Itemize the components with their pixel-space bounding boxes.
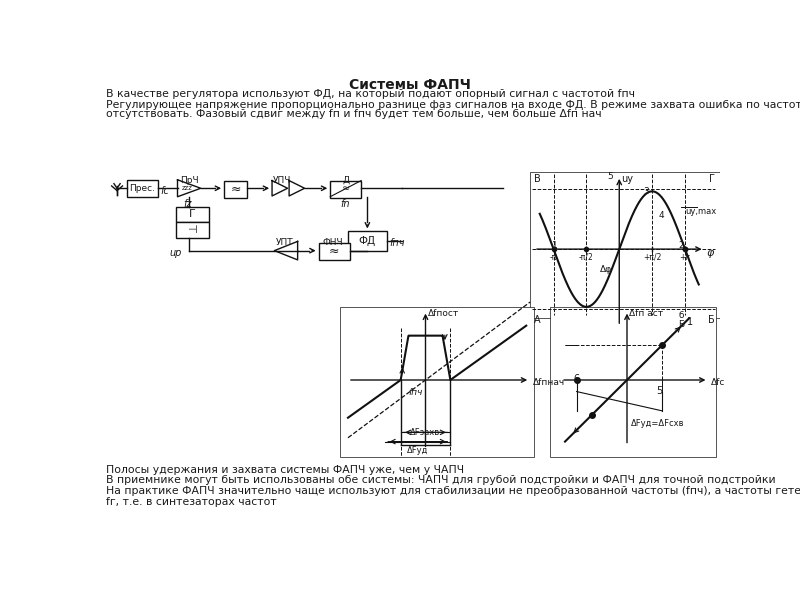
Bar bbox=[348, 232, 386, 251]
Text: Регулирующее напряжение пропорционально разнице фаз сигналов на входе ФД. В режи: Регулирующее напряжение пропорционально … bbox=[106, 100, 800, 110]
Text: Δfп аст: Δfп аст bbox=[630, 309, 663, 318]
Text: ΔFуд=ΔFсхв: ΔFуд=ΔFсхв bbox=[631, 419, 684, 427]
Text: B: B bbox=[534, 175, 541, 184]
Text: Г: Г bbox=[709, 175, 714, 184]
Bar bbox=[318, 243, 350, 260]
Text: ΔFзахв: ΔFзахв bbox=[410, 428, 441, 437]
Text: 2: 2 bbox=[678, 241, 684, 250]
Text: 4: 4 bbox=[658, 211, 664, 220]
Text: Г: Г bbox=[189, 209, 196, 220]
Bar bbox=[530, 172, 720, 319]
Text: ⊣: ⊣ bbox=[187, 225, 197, 235]
Bar bbox=[176, 222, 209, 238]
Text: up: up bbox=[170, 248, 182, 257]
Text: Полосы удержания и захвата системы ФАПЧ уже, чем у ЧАПЧ: Полосы удержания и захвата системы ФАПЧ … bbox=[106, 464, 464, 475]
Text: В качестве регулятора используют ФД, на который подают опорный сигнал с частотой: В качестве регулятора используют ФД, на … bbox=[106, 89, 635, 99]
Text: ФД: ФД bbox=[359, 236, 376, 245]
Text: zzz: zzz bbox=[182, 185, 192, 191]
Bar bbox=[224, 181, 247, 197]
Text: Прес.: Прес. bbox=[130, 184, 156, 193]
Text: УПТ: УПТ bbox=[276, 238, 294, 247]
Text: УПЧ: УПЧ bbox=[273, 176, 291, 185]
Bar bbox=[127, 180, 158, 197]
Bar bbox=[176, 207, 209, 222]
Text: 3: 3 bbox=[643, 187, 649, 196]
Text: +π: +π bbox=[679, 253, 690, 262]
Text: fn: fn bbox=[340, 199, 350, 209]
Text: отсутствовать. Фазовый сдвиг между fп и fпч будет тем больше, чем больше Δfп нач: отсутствовать. Фазовый сдвиг между fп и … bbox=[106, 109, 602, 119]
Text: fc: fc bbox=[161, 186, 170, 196]
Text: На практике ФАПЧ значительно чаще используют для стабилизации не преобразованной: На практике ФАПЧ значительно чаще исполь… bbox=[106, 486, 800, 496]
Text: fz: fz bbox=[184, 199, 192, 209]
Text: -π/2: -π/2 bbox=[579, 253, 594, 262]
Text: 6: 6 bbox=[574, 374, 580, 384]
Text: 1: 1 bbox=[552, 241, 558, 250]
Text: 5: 5 bbox=[657, 386, 662, 396]
Text: Б: Б bbox=[678, 320, 684, 329]
Bar bbox=[330, 181, 361, 197]
Text: uy: uy bbox=[622, 173, 634, 184]
Text: ПрЧ: ПрЧ bbox=[180, 176, 198, 185]
Text: +π/2: +π/2 bbox=[643, 253, 662, 262]
Text: fг, т.е. в синтезаторах частот: fг, т.е. в синтезаторах частот bbox=[106, 497, 277, 507]
Text: 5: 5 bbox=[607, 172, 613, 181]
Text: Б: Б bbox=[708, 314, 714, 325]
Text: ΔFуд: ΔFуд bbox=[407, 446, 429, 455]
Text: ≈: ≈ bbox=[230, 182, 241, 196]
Text: φ: φ bbox=[706, 248, 714, 257]
Text: б: б bbox=[678, 311, 684, 320]
Text: Системы ФАПЧ: Системы ФАПЧ bbox=[349, 78, 471, 92]
Text: 1: 1 bbox=[687, 317, 694, 327]
Text: fпч: fпч bbox=[389, 238, 405, 248]
Text: Δfпнач: Δfпнач bbox=[533, 379, 565, 388]
Text: Δfc: Δfc bbox=[710, 379, 725, 388]
Text: fпч: fпч bbox=[409, 388, 423, 397]
Text: A: A bbox=[534, 314, 541, 325]
Bar bbox=[340, 307, 534, 457]
Text: ≈: ≈ bbox=[329, 245, 339, 258]
Text: Д: Д bbox=[342, 176, 350, 185]
Text: ≈: ≈ bbox=[342, 183, 350, 193]
Text: ФНЧ: ФНЧ bbox=[322, 238, 343, 247]
Text: В приемнике могут быть использованы обе системы: ЧАПЧ для грубой подстройки и ФА: В приемнике могут быть использованы обе … bbox=[106, 475, 776, 485]
Text: -π: -π bbox=[550, 253, 558, 262]
Text: uy,max: uy,max bbox=[685, 207, 716, 216]
Text: Δfпост: Δfпост bbox=[428, 309, 459, 318]
Bar bbox=[550, 307, 716, 457]
Text: Δφ: Δφ bbox=[600, 265, 613, 274]
